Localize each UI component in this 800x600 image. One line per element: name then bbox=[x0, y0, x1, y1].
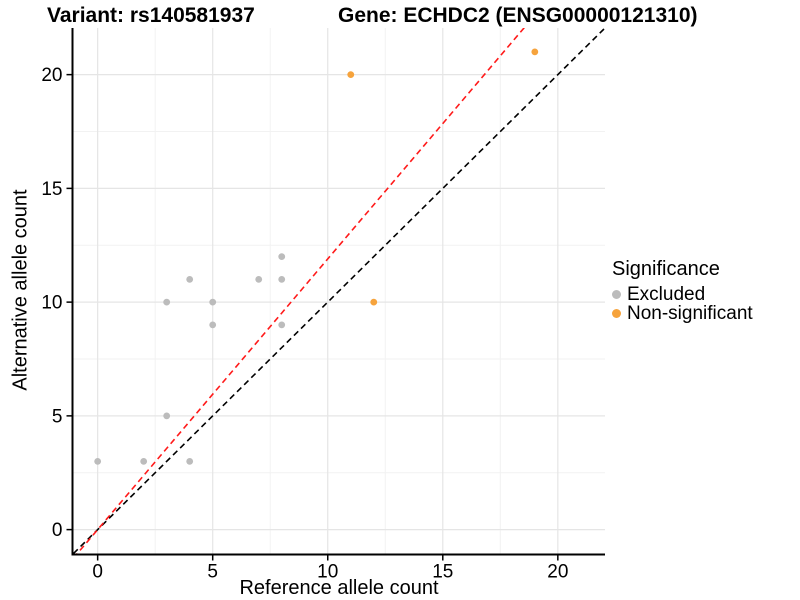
point-excluded bbox=[255, 275, 263, 283]
point-non-significant bbox=[347, 71, 355, 79]
point-excluded bbox=[186, 457, 194, 465]
x-tick-label: 0 bbox=[92, 562, 103, 583]
point-excluded bbox=[278, 253, 286, 261]
legend-item-excluded: Excluded bbox=[612, 283, 753, 305]
point-excluded bbox=[186, 275, 194, 283]
x-tick-label: 10 bbox=[317, 562, 338, 583]
point-excluded bbox=[209, 321, 217, 329]
point-non-significant bbox=[370, 298, 378, 306]
y-tick-label: 15 bbox=[41, 179, 62, 200]
x-tick-label: 5 bbox=[207, 562, 218, 583]
legend-item-label: Non-significant bbox=[627, 302, 753, 324]
point-non-significant bbox=[531, 48, 539, 56]
variant-title: Variant: rs140581937 bbox=[47, 4, 255, 27]
x-tick-label: 15 bbox=[432, 562, 453, 583]
excluded-dot-icon bbox=[612, 290, 621, 299]
point-excluded bbox=[140, 457, 148, 465]
y-tick-label: 20 bbox=[41, 65, 62, 86]
x-axis-title: Reference allele count bbox=[239, 577, 439, 599]
gene-title: Gene: ECHDC2 (ENSG00000121310) bbox=[338, 4, 698, 27]
x-tick-label: 20 bbox=[547, 562, 568, 583]
point-excluded bbox=[209, 298, 217, 306]
point-excluded bbox=[94, 457, 102, 465]
identity-line bbox=[73, 28, 605, 554]
point-excluded bbox=[278, 321, 286, 329]
point-excluded bbox=[163, 298, 171, 306]
fit-line bbox=[76, 28, 526, 554]
legend: Significance Excluded Non-significant bbox=[612, 258, 753, 324]
non-significant-dot-icon bbox=[612, 309, 621, 318]
legend-title: Significance bbox=[612, 258, 720, 280]
y-tick-label: 10 bbox=[41, 293, 62, 314]
point-excluded bbox=[278, 275, 286, 283]
legend-item-non-significant: Non-significant bbox=[612, 302, 753, 324]
legend-item-label: Excluded bbox=[627, 283, 706, 305]
y-tick-label: 5 bbox=[52, 406, 63, 427]
point-excluded bbox=[163, 412, 171, 420]
y-tick-label: 0 bbox=[52, 520, 63, 541]
y-axis-title: Alternative allele count bbox=[9, 189, 32, 391]
